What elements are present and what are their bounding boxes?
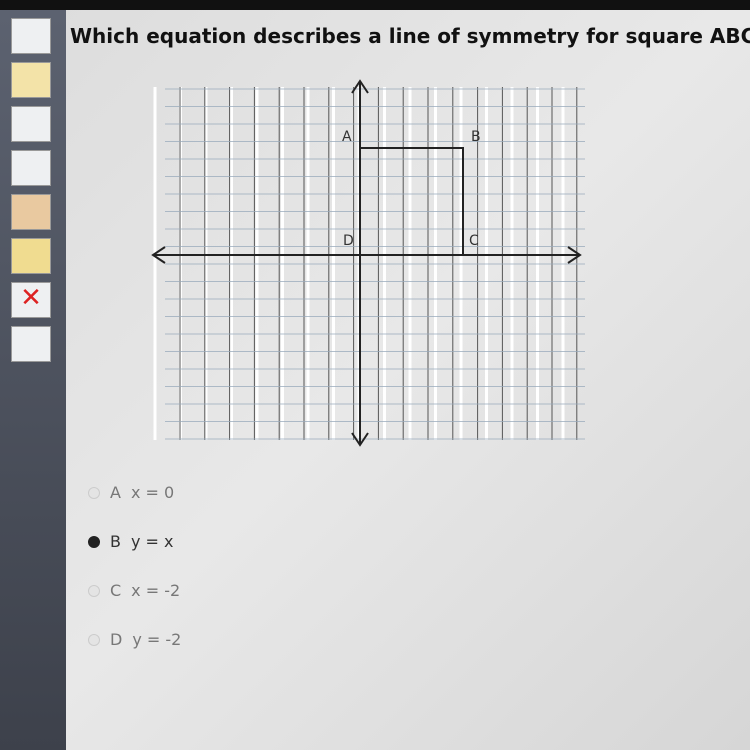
choice-text: x = -2 (131, 581, 181, 600)
fraction-tool[interactable] (11, 326, 51, 362)
radio-button[interactable] (88, 535, 100, 548)
eliminate-tool[interactable]: ✕ (11, 282, 51, 318)
square (359, 147, 464, 256)
radio-button[interactable] (88, 486, 100, 499)
highlighter-tool[interactable] (11, 106, 51, 142)
radio-button[interactable] (88, 584, 100, 597)
measure-tool[interactable] (11, 238, 51, 274)
radio-button[interactable] (88, 633, 100, 646)
toolbar: ✕ (0, 10, 66, 750)
pointer-tool[interactable] (11, 18, 51, 54)
choice-text: y = x (130, 532, 174, 551)
choice-letter: C (110, 581, 122, 600)
choice-text: x = 0 (130, 483, 175, 502)
arrow (151, 79, 582, 447)
pencil-tool[interactable] (11, 194, 51, 230)
choice-text: y = -2 (132, 630, 182, 649)
ruler-tool[interactable] (11, 62, 51, 98)
point-label: C (469, 233, 479, 249)
question: Which equation describes a line of symme… (70, 24, 750, 48)
top-bar (0, 0, 750, 10)
choice-letter: D (110, 630, 123, 649)
point-label: A (342, 129, 352, 145)
point-label: D (343, 233, 354, 249)
choice-letter: A (110, 483, 121, 502)
choice-letter: B (110, 532, 121, 551)
coordinate-grid: A B C D (151, 79, 585, 447)
text-tool[interactable] (11, 150, 51, 186)
point-label: B (471, 129, 481, 145)
